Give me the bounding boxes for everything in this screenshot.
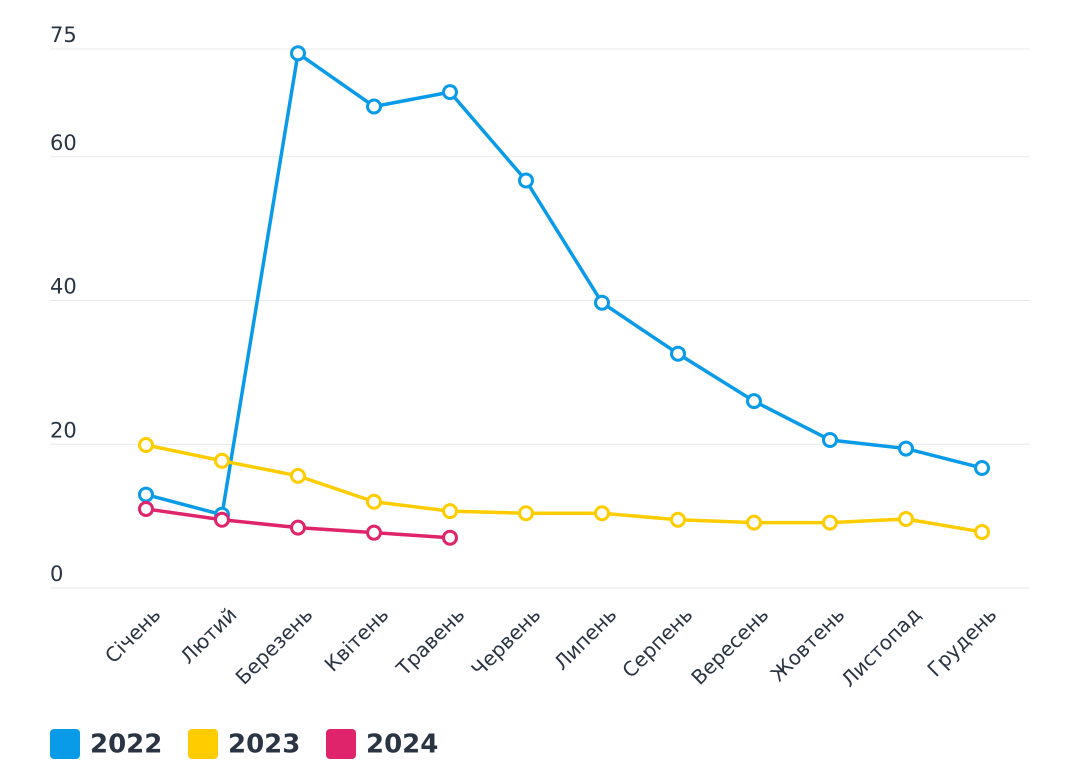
- point: [138, 486, 154, 503]
- point: [822, 431, 838, 448]
- x-tick-label: Грудень: [922, 602, 1001, 681]
- x-tick-label: Серпень: [617, 602, 697, 682]
- point: [366, 98, 382, 115]
- point: [670, 345, 686, 362]
- x-tick-label: Вересень: [686, 602, 773, 689]
- x-tick-label: Квітень: [320, 602, 394, 676]
- point: [518, 505, 534, 522]
- point: [290, 519, 306, 536]
- x-tick-label: Березень: [231, 602, 318, 689]
- y-tick-label: 40: [50, 275, 77, 299]
- point: [746, 393, 762, 410]
- x-tick-label: Червень: [466, 602, 545, 681]
- y-tick-label: 75: [50, 23, 77, 47]
- point: [366, 493, 382, 510]
- series-line: [145, 51, 983, 517]
- point: [290, 45, 306, 62]
- point: [138, 436, 154, 453]
- point: [366, 524, 382, 541]
- y-tick-label: 60: [50, 131, 77, 155]
- point: [974, 459, 990, 476]
- point: [290, 467, 306, 484]
- series-line: [145, 443, 983, 534]
- legend-label: 2024: [366, 730, 438, 760]
- legend-swatch: [50, 729, 80, 759]
- point: [594, 505, 610, 522]
- point: [442, 503, 458, 520]
- x-tick-label: Лютий: [175, 602, 241, 668]
- y-tick-label: 0: [50, 562, 63, 586]
- point: [670, 511, 686, 528]
- legend-label: 2022: [90, 730, 162, 760]
- point: [594, 294, 610, 311]
- point: [138, 500, 154, 517]
- point: [442, 529, 458, 546]
- legend-swatch: [326, 729, 356, 759]
- x-tick-label: Листопад: [836, 602, 925, 691]
- point: [518, 172, 534, 189]
- point: [442, 84, 458, 101]
- legend-label: 2023: [228, 730, 300, 760]
- point: [974, 523, 990, 540]
- point: [746, 514, 762, 531]
- legend-swatch: [188, 729, 218, 759]
- point: [898, 440, 914, 457]
- x-tick-label: Липень: [549, 602, 621, 674]
- x-tick-label: Травень: [391, 602, 470, 681]
- point: [898, 511, 914, 528]
- point: [214, 452, 230, 469]
- point: [214, 511, 230, 528]
- x-tick-label: Січень: [100, 602, 165, 667]
- y-tick-label: 20: [50, 418, 77, 442]
- point: [822, 514, 838, 531]
